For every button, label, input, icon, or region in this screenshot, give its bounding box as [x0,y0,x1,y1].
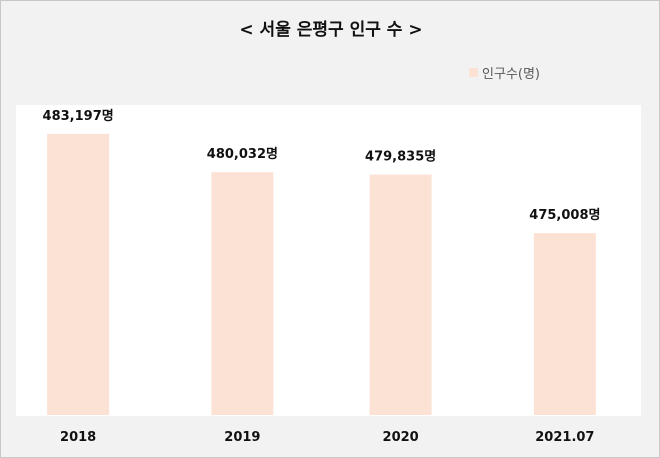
data-label-2018: 483,197명 [43,108,114,124]
data-label-2019: 480,032명 [207,146,278,162]
x-tick-2018: 2018 [60,430,96,445]
x-tick-2020: 2020 [383,430,419,445]
x-tick-2019: 2019 [224,430,260,445]
bar-2018 [47,133,110,415]
legend-swatch [469,68,478,77]
bar-2019 [211,172,274,415]
legend: 인구수(명) [469,63,540,82]
x-tick-2021.07: 2021.07 [535,430,594,445]
bar-2021.07 [533,233,596,415]
bar-2020 [369,174,432,415]
data-label-2020: 479,835명 [365,149,436,165]
legend-label: 인구수(명) [482,67,540,82]
chart-title: < 서울 은평구 인구 수 > [239,20,423,40]
data-label-2021.07: 475,008명 [529,207,600,223]
